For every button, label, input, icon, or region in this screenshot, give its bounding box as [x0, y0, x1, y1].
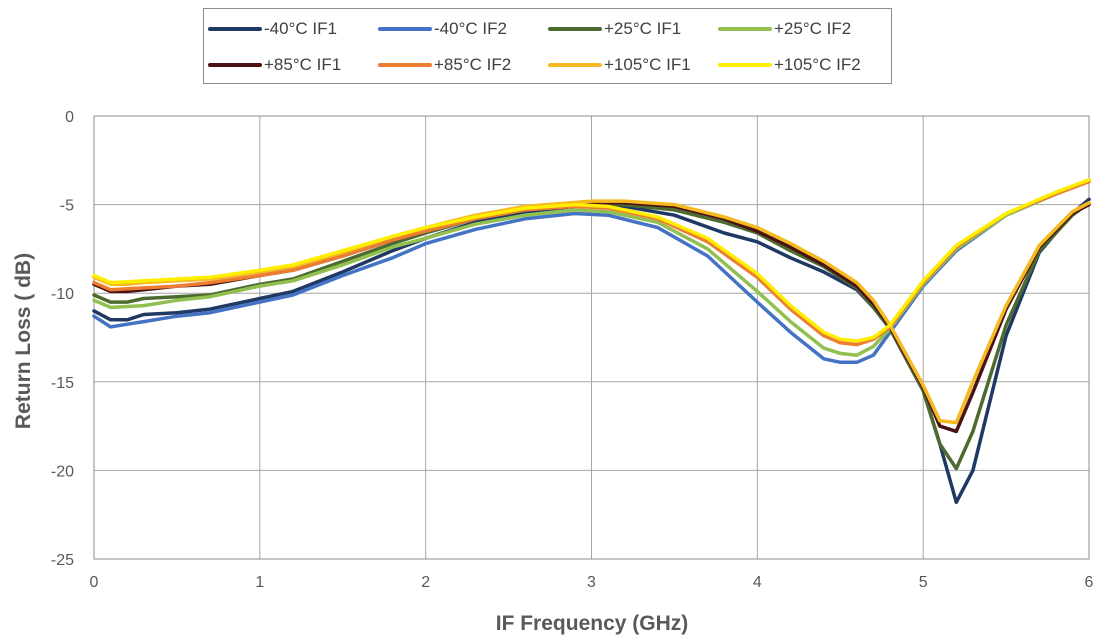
x-tick-label: 5 [919, 574, 928, 591]
legend-swatch [718, 27, 772, 31]
legend-item: +25°C IF1 [548, 11, 718, 47]
y-tick-label: -10 [51, 286, 74, 303]
legend-label: -40°C IF2 [434, 19, 507, 38]
legend-label: +85°C IF1 [264, 55, 342, 74]
legend-item: +105°C IF1 [548, 47, 718, 83]
legend-item: +25°C IF2 [718, 11, 888, 47]
legend-item: -40°C IF2 [378, 11, 548, 47]
y-axis-title: Return Loss ( dB) [12, 253, 35, 429]
series-layer [92, 178, 1091, 505]
x-tick-label: 2 [421, 574, 430, 591]
legend-label: +105°C IF2 [774, 55, 861, 74]
tick-labels: 0 1 2 3 4 5 6 0 -5 -10 -15 -20 -25 [51, 109, 1094, 591]
legend-swatch [718, 63, 772, 67]
chart-grid [93, 115, 1090, 560]
x-tick-label: 3 [587, 574, 596, 591]
x-axis-title: IF Frequency (GHz) [496, 612, 689, 635]
x-tick-label: 1 [255, 574, 264, 591]
legend-swatch [208, 27, 262, 31]
series-line-1 [92, 197, 1091, 505]
series-line-8 [92, 178, 1091, 343]
legend-swatch [378, 27, 432, 31]
y-tick-label: -20 [51, 463, 74, 480]
chart-legend: -40°C IF1 -40°C IF2 +25°C IF1 +25°C IF2 +85°… [203, 8, 892, 84]
x-tick-label: 4 [753, 574, 762, 591]
legend-item: +85°C IF1 [208, 47, 378, 83]
legend-item: -40°C IF1 [208, 11, 378, 47]
y-tick-label: -5 [60, 198, 74, 215]
legend-swatch [548, 27, 602, 31]
x-tick-label: 0 [90, 574, 99, 591]
legend-label: +105°C IF1 [604, 55, 691, 74]
legend-label: +25°C IF1 [604, 19, 682, 38]
legend-label: +85°C IF2 [434, 55, 512, 74]
legend-swatch [208, 63, 262, 67]
y-tick-label: -25 [51, 552, 74, 569]
legend-label: -40°C IF1 [264, 19, 337, 38]
legend-item: +105°C IF2 [718, 47, 888, 83]
legend-swatch [378, 63, 432, 67]
x-tick-label: 6 [1085, 574, 1094, 591]
legend-swatch [548, 63, 602, 67]
legend-label: +25°C IF2 [774, 19, 852, 38]
y-tick-label: -15 [51, 375, 74, 392]
legend-item: +85°C IF2 [378, 47, 548, 83]
plot-frame [93, 115, 1090, 560]
y-tick-label: 0 [65, 109, 74, 126]
